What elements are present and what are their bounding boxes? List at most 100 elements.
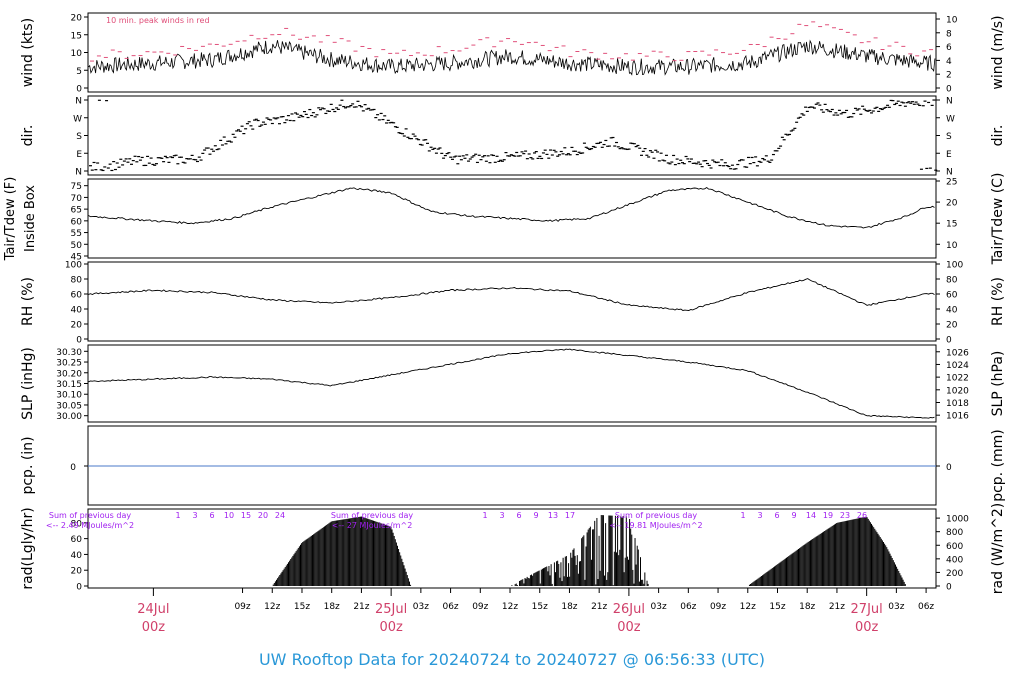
rad-right-tick-label: 200 — [946, 569, 963, 579]
left-axis-label: dir. — [20, 125, 36, 147]
rh-right-tick-label: 60 — [946, 291, 958, 301]
chart-title: UW Rooftop Data for 20240724 to 20240727… — [259, 650, 765, 669]
rad-hour-mark: 20 — [258, 511, 268, 520]
temp-left-tick-label: 60 — [71, 217, 83, 227]
time-tick-label: 09z — [710, 602, 726, 612]
dir-left-tick-label: W — [73, 114, 82, 124]
time-tick-label: 18z — [799, 602, 815, 612]
rad-hour-mark: 3 — [499, 511, 504, 520]
day-label-date: 25Jul — [375, 602, 407, 617]
rad-sum-title: Sum of previous day — [615, 511, 697, 520]
rad-hour-mark: 19 — [823, 511, 833, 520]
rad-sum-value: <-- 27 MJoules/m^2 — [332, 521, 413, 530]
rad-right-tick-label: 600 — [946, 542, 963, 552]
rh-left-tick-label: 80 — [71, 276, 83, 286]
wind-left-tick-label: 5 — [76, 67, 82, 77]
rad-hour-mark: 6 — [774, 511, 779, 520]
slp-line — [88, 348, 935, 419]
slp-right-tick-label: 1016 — [946, 412, 969, 422]
wind-right-tick-label: 0 — [946, 85, 952, 95]
rad-sum-title: Sum of previous day — [49, 511, 131, 520]
slp-left-tick-label: 30.20 — [56, 369, 82, 379]
dir-right-tick-label: W — [946, 114, 955, 124]
rad-hour-mark: 10 — [224, 511, 234, 520]
pcp-left-tick-label: 0 — [70, 463, 76, 473]
temp-left-tick-label: 50 — [71, 241, 83, 251]
rad-hour-mark: 13 — [548, 511, 558, 520]
wind-left-tick-label: 15 — [71, 31, 82, 41]
right-axis-label: dir. — [990, 125, 1006, 147]
rh-right-tick-label: 80 — [946, 276, 958, 286]
temp-left-label-2: Inside Box — [23, 185, 38, 252]
rad-hour-mark: 17 — [565, 511, 575, 520]
wind-right-tick-label: 4 — [946, 57, 952, 67]
time-tick-label: 03z — [413, 602, 429, 612]
rh-right-tick-label: 100 — [946, 261, 963, 271]
rad-hour-mark: 9 — [533, 511, 538, 520]
wind-peak-note: 10 min. peak winds in red — [106, 16, 210, 25]
right-axis-label: wind (m/s) — [990, 15, 1006, 89]
rad-hour-mark: 23 — [840, 511, 850, 520]
time-tick-label: 06z — [918, 602, 934, 612]
dir-right-tick-label: S — [946, 132, 952, 142]
rad-right-tick-label: 1000 — [946, 515, 969, 525]
rad-hour-mark: 3 — [192, 511, 197, 520]
slp-left-tick-label: 30.15 — [56, 380, 82, 390]
rh-left-tick-label: 20 — [71, 321, 83, 331]
right-axis-label: rad (W/m^2) — [990, 503, 1006, 594]
time-tick-label: 03z — [651, 602, 667, 612]
dir-left-tick-label: N — [75, 168, 82, 178]
wind-right-tick-label: 2 — [946, 71, 952, 81]
slp-right-tick-label: 1024 — [946, 361, 969, 371]
temp-left-tick-label: 65 — [71, 206, 82, 216]
time-tick-label: 06z — [680, 602, 696, 612]
time-tick-label: 18z — [324, 602, 340, 612]
wind-right-tick-label: 8 — [946, 29, 952, 39]
slp-left-tick-label: 30.00 — [56, 412, 82, 422]
rad-right-tick-label: 0 — [946, 583, 952, 593]
rad-sum-value: <-- 2.49 MJoules/m^2 — [46, 521, 134, 530]
time-tick-label: 12z — [740, 602, 756, 612]
time-tick-label: 09z — [234, 602, 250, 612]
day-label-hour: 00z — [379, 620, 403, 635]
slp-panel-frame — [87, 344, 937, 423]
time-tick-label: 18z — [561, 602, 577, 612]
slp-left-tick-label: 30.10 — [56, 391, 82, 401]
rad-left-tick-label: 0 — [76, 583, 82, 593]
temp-right-label: Tair/Tdew (C) — [990, 173, 1006, 266]
rad-sum-value: <-- 19.81 MJoules/m^2 — [609, 521, 702, 530]
rad-hour-mark: 14 — [806, 511, 816, 520]
rh-left-tick-label: 40 — [71, 306, 83, 316]
day-label-hour: 00z — [855, 620, 879, 635]
temp-left-tick-label: 75 — [71, 182, 82, 192]
rad-right-tick-label: 800 — [946, 528, 963, 538]
left-axis-label: wind (kts) — [20, 18, 36, 87]
rad-panel-frame — [87, 508, 937, 589]
temp-right-tick-label: 25 — [946, 178, 957, 188]
wind-panel-frame — [87, 12, 937, 93]
dir-left-tick-label: S — [76, 132, 82, 142]
temp-right-tick-label: 15 — [946, 220, 957, 230]
wind-left-tick-label: 10 — [71, 49, 83, 59]
rad-left-tick-label: 60 — [71, 535, 83, 545]
left-axis-label: RH (%) — [20, 277, 36, 326]
right-axis-label: SLP (hPa) — [990, 351, 1006, 417]
time-tick-label: 15z — [294, 602, 310, 612]
pcp-right-tick-label: 0 — [946, 463, 952, 473]
time-tick-label: 21z — [829, 602, 845, 612]
slp-right-tick-label: 1018 — [946, 399, 969, 409]
dir-left-tick-label: E — [76, 150, 82, 160]
time-tick-label: 09z — [472, 602, 488, 612]
time-tick-label: 12z — [502, 602, 518, 612]
rad-hour-mark: 1 — [482, 511, 487, 520]
day-label-hour: 00z — [617, 620, 641, 635]
rh-left-tick-label: 100 — [65, 261, 82, 271]
rad-hour-mark: 1 — [175, 511, 180, 520]
rad-left-tick-label: 20 — [71, 567, 83, 577]
temp-panel-frame — [87, 178, 937, 259]
rad-sum-title: Sum of previous day — [331, 511, 413, 520]
left-axis-label: pcp. (in) — [20, 436, 36, 494]
rad-left-tick-label: 80 — [71, 519, 83, 529]
rad-left-tick-label: 40 — [71, 551, 83, 561]
temp-left-tick-label: 45 — [71, 253, 82, 263]
